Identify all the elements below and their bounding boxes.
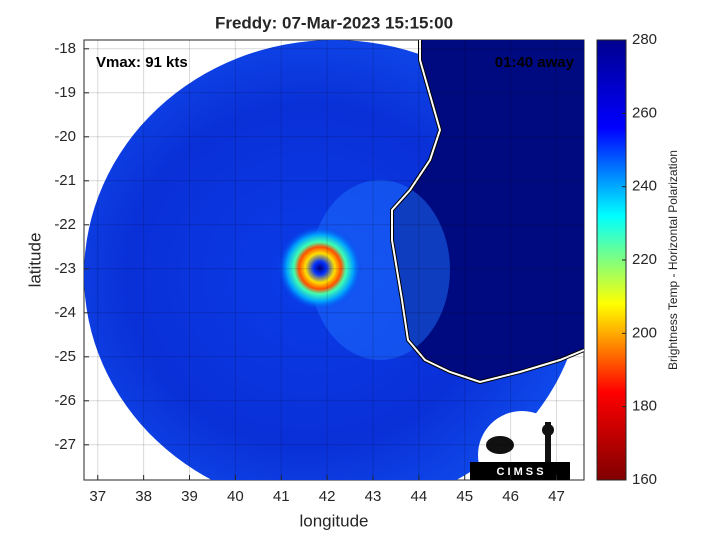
colorbar-tick-label: 180 — [632, 398, 657, 415]
logo-text: C I M S S — [496, 466, 543, 478]
colorbar-tick-label: 240 — [632, 178, 657, 195]
x-tick-label: 37 — [89, 488, 106, 505]
colorbar-tick-label: 200 — [632, 324, 657, 341]
cimss-logo: C I M S S — [470, 411, 570, 480]
y-tick-label: -26 — [54, 392, 76, 409]
y-tick-label: -21 — [54, 172, 76, 189]
x-tick-label: 43 — [365, 488, 382, 505]
x-axis-label: longitude — [299, 511, 368, 530]
colorbar-tick-label: 260 — [632, 104, 657, 121]
y-tick-label: -19 — [54, 84, 76, 101]
colorbar-tick-label: 220 — [632, 251, 657, 268]
annotation: 01:40 away — [495, 54, 575, 71]
y-tick-label: -23 — [54, 260, 76, 277]
y-tick-label: -22 — [54, 216, 76, 233]
y-tick-label: -18 — [54, 40, 76, 57]
colorbar-tick-label: 280 — [632, 31, 657, 48]
colorbar — [596, 39, 627, 481]
x-tick-label: 41 — [273, 488, 290, 505]
y-tick-label: -20 — [54, 128, 76, 145]
y-tick-label: -24 — [54, 304, 76, 321]
x-tick-label: 46 — [502, 488, 519, 505]
y-tick-label: -27 — [54, 436, 76, 453]
colorbar-label: Brightness Temp - Horizontal Polarizatio… — [666, 150, 680, 370]
imagery: C I M S S — [84, 40, 584, 480]
chart-title: Freddy: 07-Mar-2023 15:15:00 — [215, 13, 453, 32]
x-tick-label: 42 — [319, 488, 336, 505]
annotation: Vmax: 91 kts — [96, 54, 188, 71]
x-tick-label: 40 — [227, 488, 244, 505]
x-tick-label: 38 — [135, 488, 152, 505]
y-tick-label: -25 — [54, 348, 76, 365]
x-tick-label: 47 — [548, 488, 565, 505]
x-tick-label: 45 — [456, 488, 473, 505]
x-tick-label: 39 — [181, 488, 198, 505]
x-tick-label: 44 — [411, 488, 428, 505]
y-axis-label: latitude — [25, 233, 44, 288]
colorbar-tick-label: 160 — [632, 471, 657, 488]
